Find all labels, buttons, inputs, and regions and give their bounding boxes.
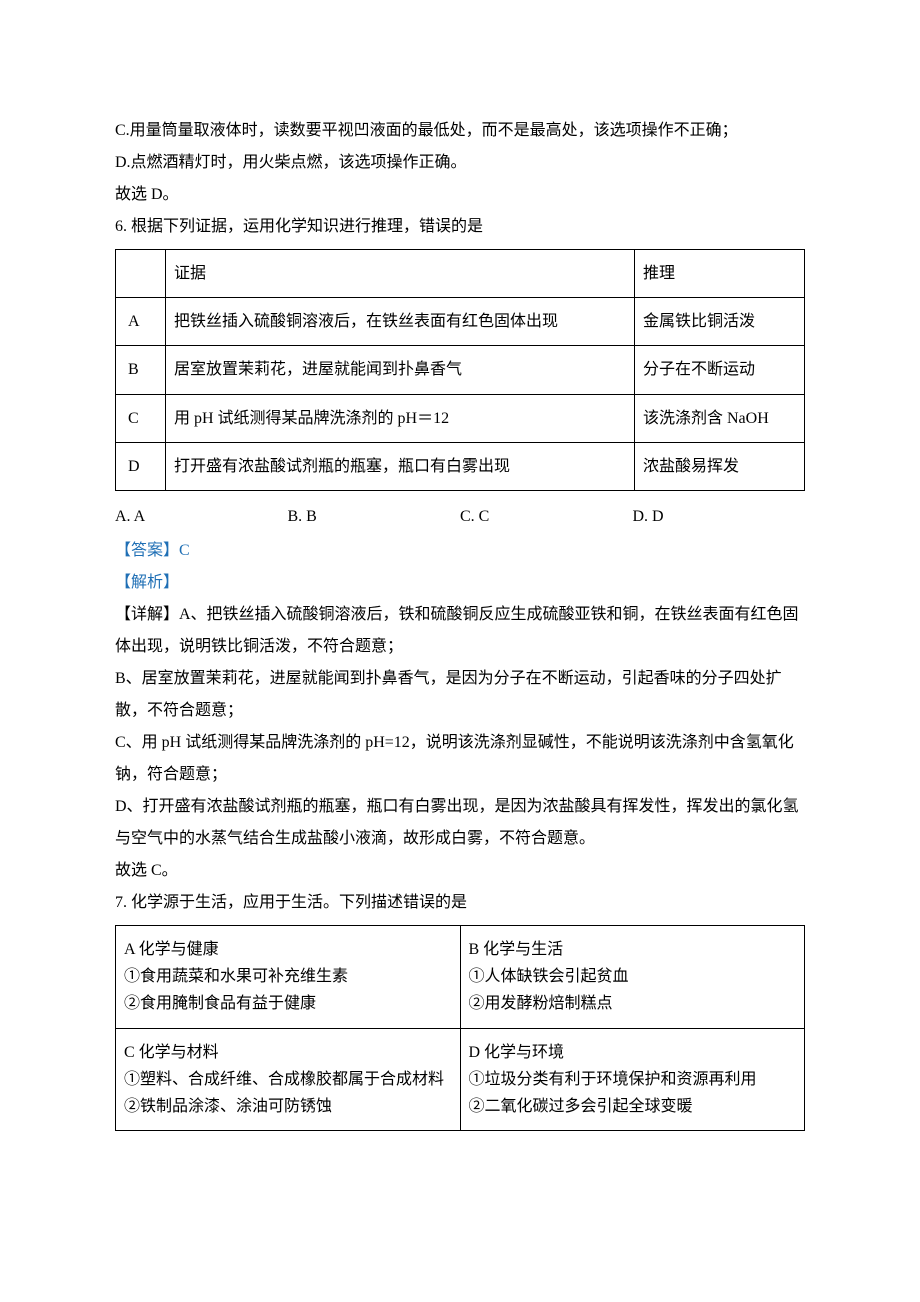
q7-table: A 化学与健康 ①食用蔬菜和水果可补充维生素 ②食用腌制食品有益于健康 B 化学… <box>115 925 805 1131</box>
table-row: A 化学与健康 ①食用蔬菜和水果可补充维生素 ②食用腌制食品有益于健康 B 化学… <box>116 925 805 1028</box>
q7-cell-b: B 化学与生活 ①人体缺铁会引起贫血 ②用发酵粉焙制糕点 <box>460 925 805 1028</box>
q6-options: A. A B. B C. C D. D <box>115 501 805 533</box>
intro-c: C.用量筒量取液体时，读数要平视凹液面的最低处，而不是最高处，该选项操作不正确； <box>115 115 805 147</box>
q6-expl-label: 【解析】 <box>115 567 805 599</box>
opt-c: C. C <box>460 501 633 533</box>
cell-title: D 化学与环境 <box>469 1039 797 1066</box>
q6-detail-4: 故选 C。 <box>115 855 805 887</box>
cell-line: ②食用腌制食品有益于健康 <box>124 990 452 1017</box>
cell-title: C 化学与材料 <box>124 1039 452 1066</box>
q6-answer-line: 【答案】C <box>115 535 805 567</box>
opt-a: A. A <box>115 501 288 533</box>
cell-line: ②用发酵粉焙制糕点 <box>469 990 797 1017</box>
cell: 该洗涤剂含 NaOH <box>635 394 805 442</box>
intro-d: D.点燃酒精灯时，用火柴点燃，该选项操作正确。 <box>115 147 805 179</box>
cell: 浓盐酸易挥发 <box>635 442 805 490</box>
intro-sel: 故选 D。 <box>115 179 805 211</box>
table-row: C 用 pH 试纸测得某品牌洗涤剂的 pH＝12 该洗涤剂含 NaOH <box>116 394 805 442</box>
opt-b: B. B <box>288 501 461 533</box>
cell-line: ①人体缺铁会引起贫血 <box>469 963 797 990</box>
cell-line: ①食用蔬菜和水果可补充维生素 <box>124 963 452 990</box>
cell: 把铁丝插入硫酸铜溶液后，在铁丝表面有红色固体出现 <box>166 298 635 346</box>
q6-h2: 证据 <box>166 250 635 298</box>
q6-stem: 6. 根据下列证据，运用化学知识进行推理，错误的是 <box>115 211 805 243</box>
answer-value: C <box>179 542 190 559</box>
cell-title: B 化学与生活 <box>469 936 797 963</box>
q6-table: 证据 推理 A 把铁丝插入硫酸铜溶液后，在铁丝表面有红色固体出现 金属铁比铜活泼… <box>115 249 805 491</box>
q6-detail-0: 【详解】A、把铁丝插入硫酸铜溶液后，铁和硫酸铜反应生成硫酸亚铁和铜，在铁丝表面有… <box>115 599 805 663</box>
cell: A <box>116 298 166 346</box>
q7-cell-d: D 化学与环境 ①垃圾分类有利于环境保护和资源再利用 ②二氧化碳过多会引起全球变… <box>460 1028 805 1131</box>
cell: 金属铁比铜活泼 <box>635 298 805 346</box>
cell: B <box>116 346 166 394</box>
table-row: B 居室放置茉莉花，进屋就能闻到扑鼻香气 分子在不断运动 <box>116 346 805 394</box>
cell-title: A 化学与健康 <box>124 936 452 963</box>
cell: 用 pH 试纸测得某品牌洗涤剂的 pH＝12 <box>166 394 635 442</box>
cell: 分子在不断运动 <box>635 346 805 394</box>
q6-detail-1: B、居室放置茉莉花，进屋就能闻到扑鼻香气，是因为分子在不断运动，引起香味的分子四… <box>115 663 805 727</box>
cell-line: ②二氧化碳过多会引起全球变暖 <box>469 1093 797 1120</box>
cell-line: ①塑料、合成纤维、合成橡胶都属于合成材料 <box>124 1066 452 1093</box>
q7-cell-a: A 化学与健康 ①食用蔬菜和水果可补充维生素 ②食用腌制食品有益于健康 <box>116 925 461 1028</box>
q6-detail-2: C、用 pH 试纸测得某品牌洗涤剂的 pH=12，说明该洗涤剂显碱性，不能说明该… <box>115 727 805 791</box>
cell: C <box>116 394 166 442</box>
cell: 打开盛有浓盐酸试剂瓶的瓶塞，瓶口有白雾出现 <box>166 442 635 490</box>
cell: 居室放置茉莉花，进屋就能闻到扑鼻香气 <box>166 346 635 394</box>
q6-detail-3: D、打开盛有浓盐酸试剂瓶的瓶塞，瓶口有白雾出现，是因为浓盐酸具有挥发性，挥发出的… <box>115 791 805 855</box>
table-row: C 化学与材料 ①塑料、合成纤维、合成橡胶都属于合成材料 ②铁制品涂漆、涂油可防… <box>116 1028 805 1131</box>
table-row: A 把铁丝插入硫酸铜溶液后，在铁丝表面有红色固体出现 金属铁比铜活泼 <box>116 298 805 346</box>
q6-h1 <box>116 250 166 298</box>
cell: D <box>116 442 166 490</box>
answer-label: 【答案】 <box>115 542 179 559</box>
table-row: D 打开盛有浓盐酸试剂瓶的瓶塞，瓶口有白雾出现 浓盐酸易挥发 <box>116 442 805 490</box>
opt-d: D. D <box>633 501 806 533</box>
q7-cell-c: C 化学与材料 ①塑料、合成纤维、合成橡胶都属于合成材料 ②铁制品涂漆、涂油可防… <box>116 1028 461 1131</box>
cell-line: ①垃圾分类有利于环境保护和资源再利用 <box>469 1066 797 1093</box>
q7-stem: 7. 化学源于生活，应用于生活。下列描述错误的是 <box>115 887 805 919</box>
cell-line: ②铁制品涂漆、涂油可防锈蚀 <box>124 1093 452 1120</box>
q6-h3: 推理 <box>635 250 805 298</box>
table-row: 证据 推理 <box>116 250 805 298</box>
